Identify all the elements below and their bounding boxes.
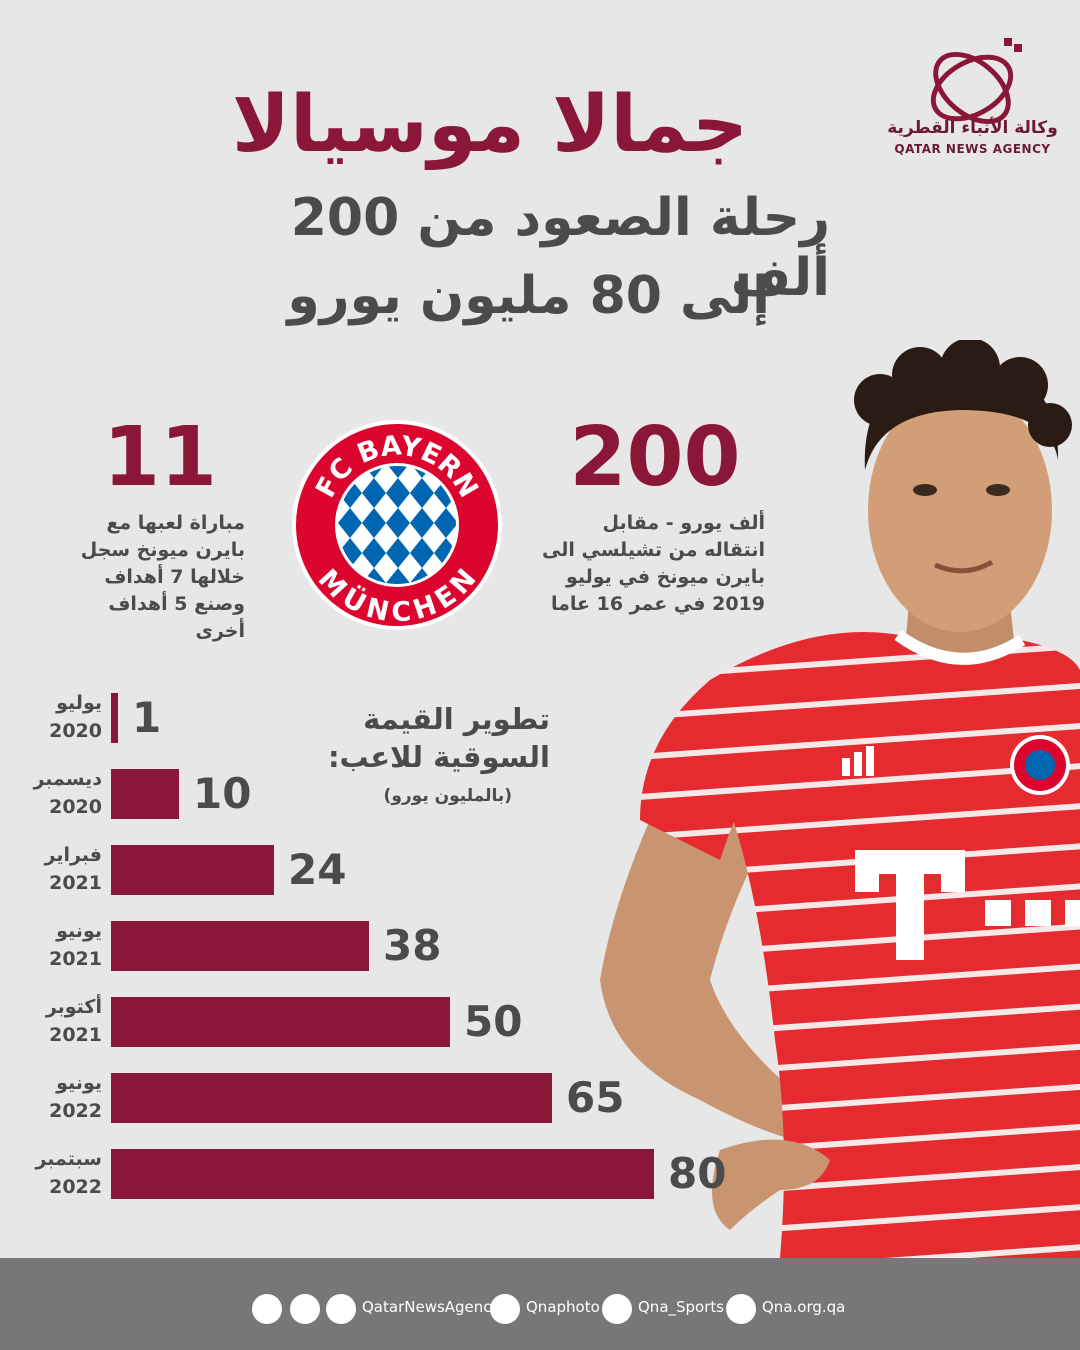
chart-bar (111, 1149, 654, 1199)
chart-bar (111, 693, 118, 743)
bar-value-label: 50 (464, 997, 523, 1046)
bayern-munich-logo: FC BAYERN MÜNCHEN (292, 420, 502, 630)
bar-value-label: 65 (566, 1073, 625, 1122)
subtitle-line-2: إلى 80 مليون يورو (287, 266, 770, 326)
bar-value-label: 38 (383, 921, 442, 970)
globe-icon[interactable] (726, 1294, 756, 1324)
bar-value-label: 24 (288, 845, 347, 894)
chart-bar (111, 845, 274, 895)
agency-name-en: QATAR NEWS AGENCY (894, 142, 1051, 156)
facebook-icon[interactable] (290, 1294, 320, 1324)
bar-value-label: 80 (668, 1149, 727, 1198)
social-handle[interactable]: QatarNewsAgency (362, 1298, 501, 1316)
chart-unit: (بالمليون يورو) (383, 786, 512, 806)
chart-bar (111, 921, 369, 971)
bar-category-label: ديسمبر 2020 (33, 768, 102, 818)
footer-bar (0, 1258, 1080, 1350)
twitter-sports-handle[interactable]: Qna_Sports (638, 1298, 725, 1316)
player-photo (600, 340, 1080, 1258)
bar-category-label: سبتمبر 2022 (35, 1148, 102, 1198)
transfer-fee-description: ألف يورو - مقابل انتقاله من تشيلسي الى ب… (542, 512, 765, 615)
bar-value-label: 10 (193, 769, 252, 818)
matches-value: 11 (102, 410, 218, 505)
chart-title: تطوير القيمة السوقية للاعب: (327, 702, 550, 774)
page-title: جمالا موسيالا (231, 80, 749, 170)
bar-category-label: يونيو 2021 (49, 920, 102, 970)
telegram-icon[interactable] (252, 1294, 282, 1324)
transfer-fee-value: 200 (569, 410, 741, 505)
bar-value-label: 1 (132, 693, 162, 742)
bar-category-label: يوليو 2020 (49, 692, 102, 742)
website-link[interactable]: Qna.org.qa (762, 1298, 846, 1316)
bar-category-label: فبراير 2021 (44, 844, 102, 894)
twitter-icon[interactable] (602, 1294, 632, 1324)
bar-category-label: يونيو 2022 (49, 1072, 102, 1122)
instagram-handle[interactable]: Qnaphoto (526, 1298, 600, 1316)
bar-category-label: أكتوبر 2021 (45, 996, 102, 1046)
chart-bar (111, 997, 450, 1047)
chart-bar (111, 1073, 552, 1123)
subtitle-line-1: رحلة الصعود من 200 ألف (290, 188, 830, 308)
qna-logo (930, 38, 1022, 125)
twitter-icon[interactable] (326, 1294, 356, 1324)
matches-description: مباراة لعبها مع بايرن ميونخ سجل خلالها 7… (80, 512, 245, 642)
chart-bar (111, 769, 179, 819)
agency-name-ar: وكالة الأنباء القطرية (887, 118, 1058, 138)
instagram-icon[interactable] (490, 1294, 520, 1324)
